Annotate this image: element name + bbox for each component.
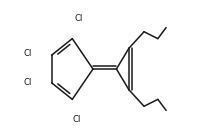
Text: Cl: Cl (24, 78, 32, 87)
Text: Cl: Cl (72, 115, 81, 124)
Text: Cl: Cl (75, 14, 83, 23)
Text: Cl: Cl (24, 49, 32, 58)
